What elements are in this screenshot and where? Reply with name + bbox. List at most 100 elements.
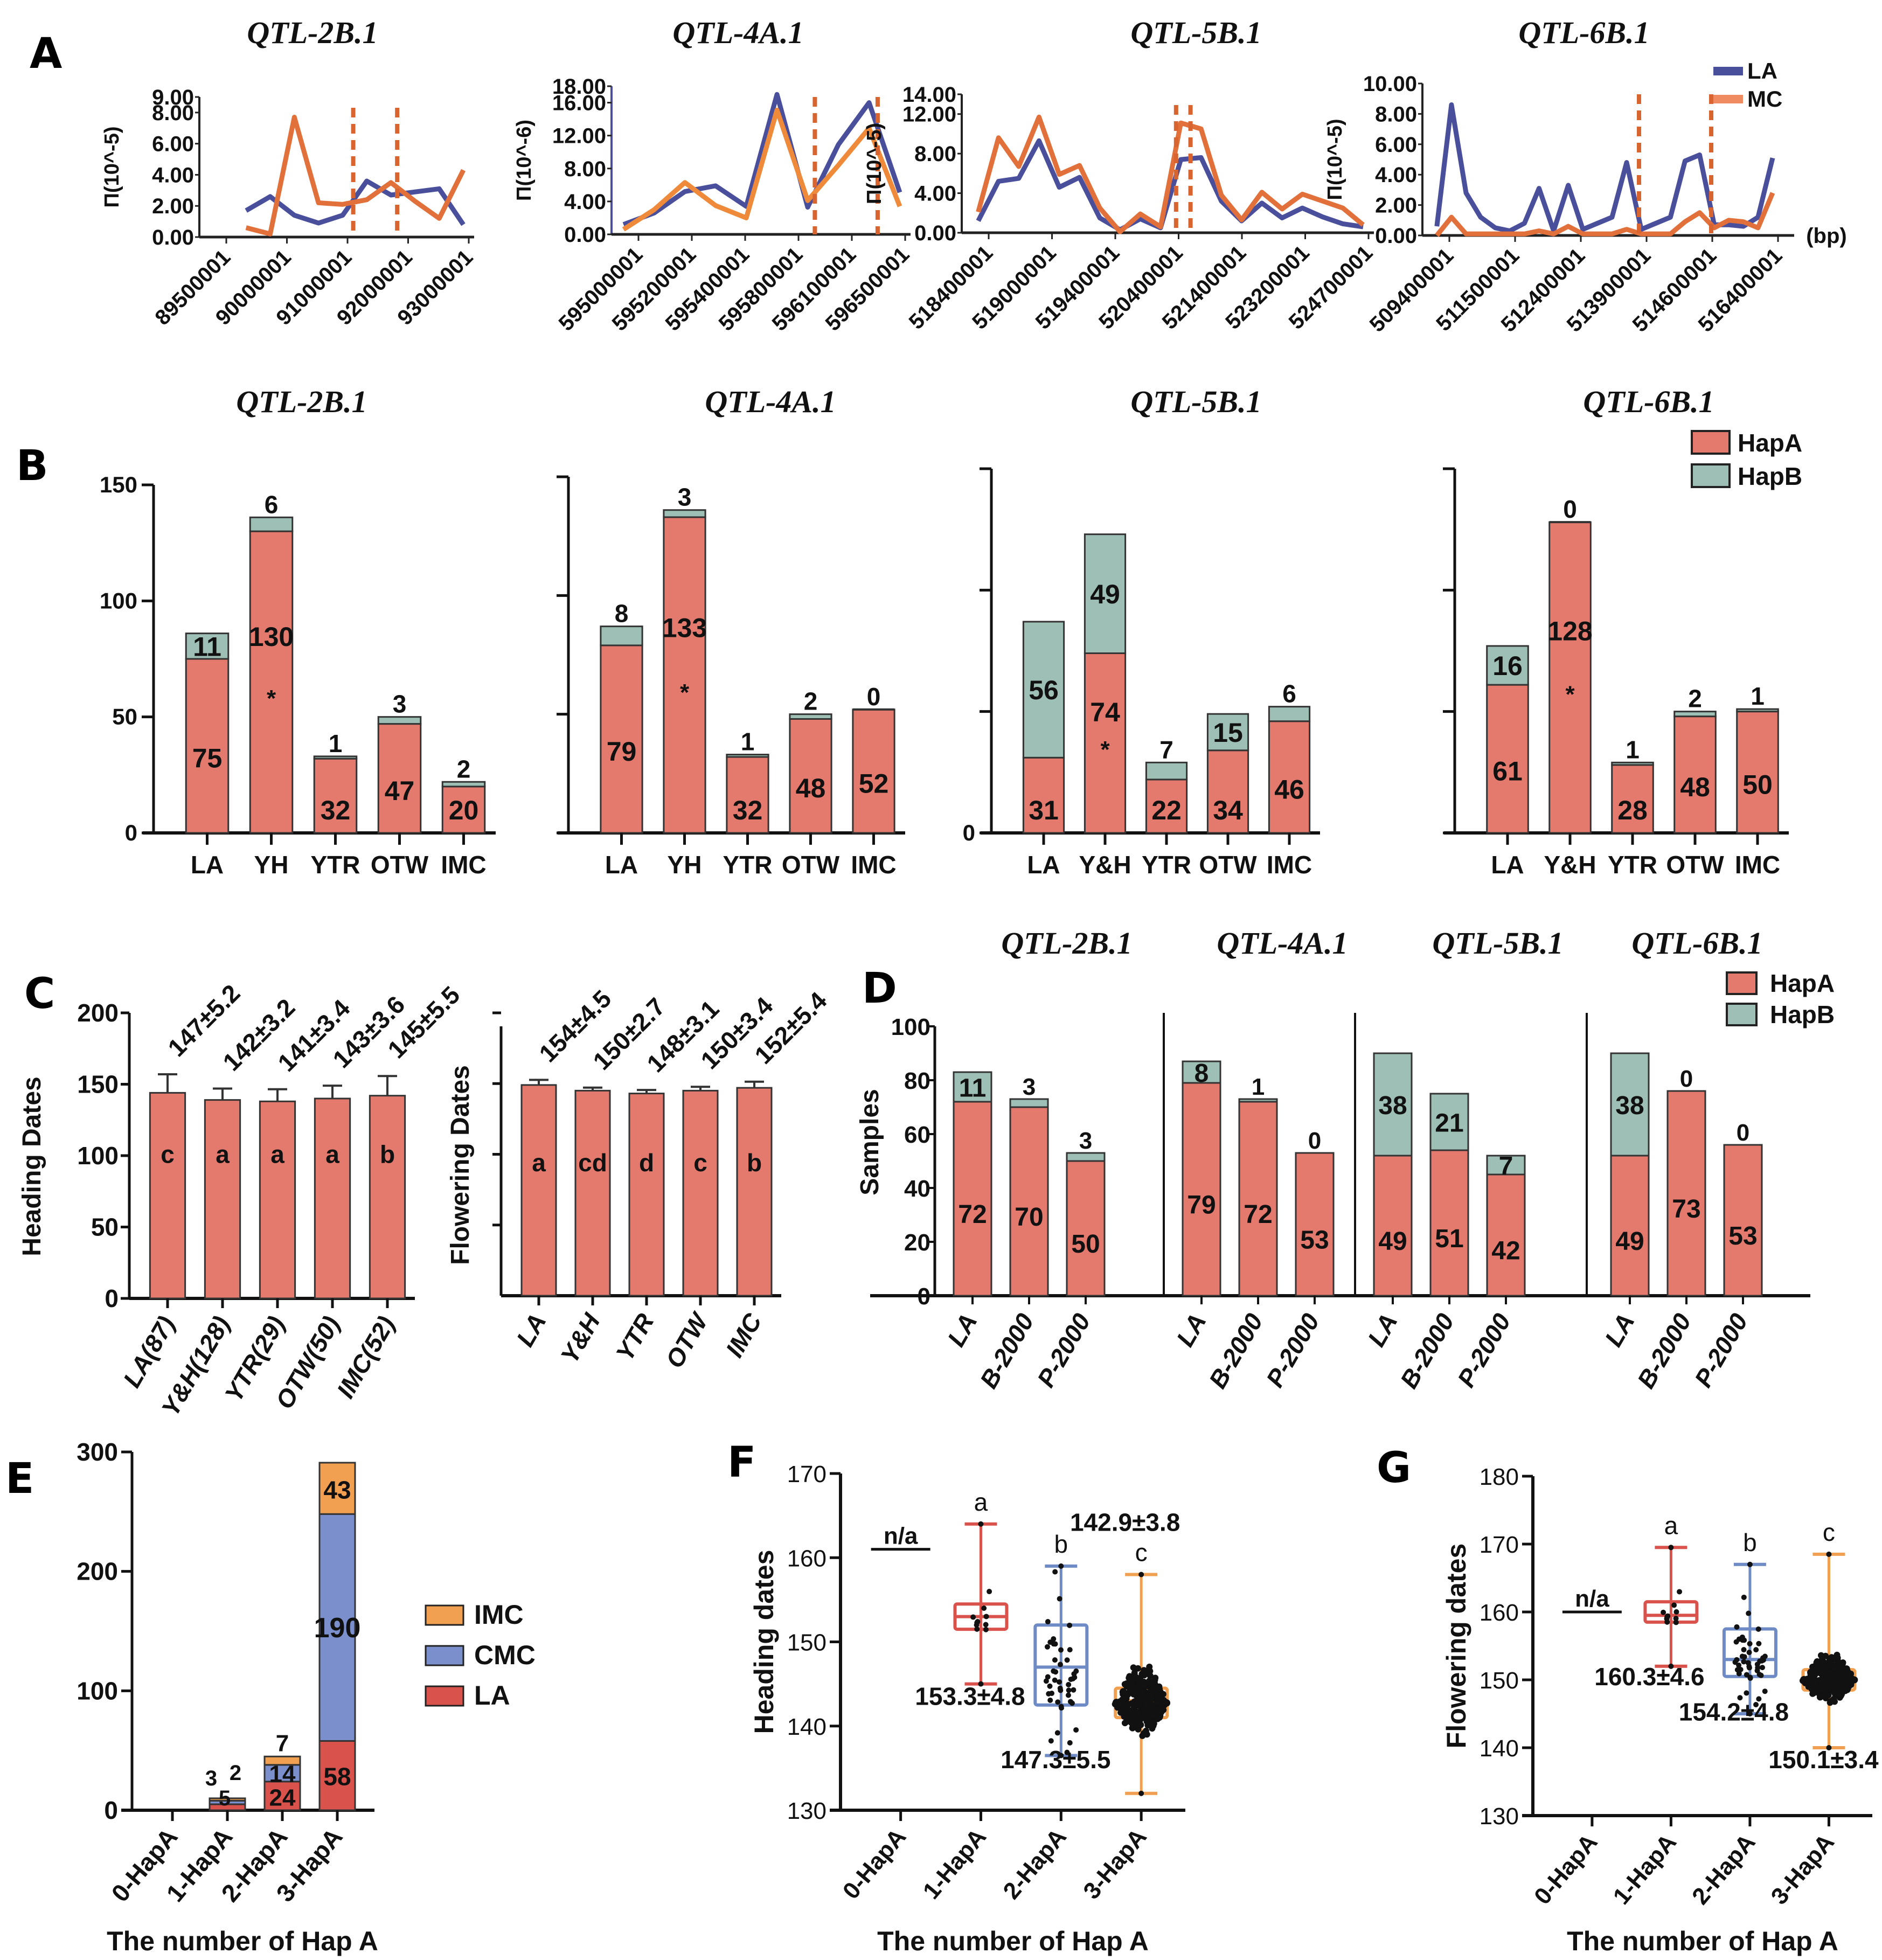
hapb-count: 0 — [1680, 1066, 1693, 1092]
data-point — [1741, 1659, 1747, 1665]
y-tick-label: 170 — [787, 1461, 827, 1488]
data-point — [983, 1627, 989, 1632]
bar-hapa — [1673, 715, 1717, 834]
hapa-count: 53 — [1300, 1226, 1329, 1255]
series-line-mc — [622, 107, 902, 232]
x-tick-label: 0-HapA — [838, 1824, 912, 1904]
data-point — [1832, 1662, 1839, 1669]
data-point — [1829, 1697, 1836, 1704]
data-point — [1138, 1672, 1145, 1679]
data-point — [1673, 1609, 1679, 1615]
significance-letter: c — [693, 1149, 707, 1177]
hapb-count: 1 — [741, 728, 755, 756]
hapa-count: 73 — [1672, 1195, 1700, 1224]
bar-hapa — [1295, 1152, 1335, 1297]
data-point — [1129, 1725, 1136, 1732]
data-points — [1043, 1563, 1079, 1759]
bar-hapa — [1723, 1144, 1763, 1297]
data-point — [1747, 1675, 1753, 1681]
legend-label: MC — [1747, 86, 1782, 112]
data-point — [1815, 1668, 1822, 1675]
data-points — [1112, 1572, 1170, 1796]
x-tick-label: B-2000 — [1203, 1309, 1268, 1393]
data-point — [1058, 1647, 1064, 1653]
significance-star: * — [680, 679, 690, 706]
data-point — [1126, 1715, 1133, 1722]
x-tick-label: LA — [1599, 1309, 1640, 1351]
data-point — [1809, 1673, 1816, 1680]
data-point — [1052, 1569, 1058, 1575]
chart-title: QTL-2B.1 — [236, 384, 367, 419]
x-tick-label: LA — [1362, 1309, 1403, 1351]
data-point — [1746, 1650, 1752, 1656]
data-point — [1071, 1687, 1077, 1693]
bar-hapa — [1610, 1155, 1650, 1297]
bar-hapb — [726, 754, 769, 758]
significance-letter: d — [639, 1149, 654, 1177]
data-point — [1145, 1679, 1152, 1686]
bar-hapa — [789, 718, 832, 834]
bar-hapb — [441, 781, 486, 788]
data-point — [1142, 1729, 1149, 1736]
x-tick-label: 1-HapA — [918, 1824, 992, 1904]
bar-segment-imc — [263, 1755, 301, 1766]
x-tick-label: YTR — [311, 851, 360, 879]
data-point — [1053, 1669, 1059, 1675]
bar-hapa — [1066, 1160, 1106, 1297]
x-tick-label: IMC — [1735, 851, 1780, 879]
data-point — [978, 1681, 984, 1687]
legend-swatch-la — [425, 1685, 464, 1707]
data-point — [1120, 1707, 1127, 1714]
data-point — [1151, 1677, 1158, 1684]
data-point — [1747, 1641, 1753, 1646]
bar-hapa — [1611, 764, 1654, 834]
data-point — [1133, 1673, 1140, 1680]
hapa-count: 49 — [1615, 1227, 1644, 1256]
significance-letter: cd — [578, 1149, 607, 1177]
bar — [520, 1084, 557, 1297]
bar — [628, 1093, 665, 1297]
data-point — [1148, 1720, 1155, 1727]
significance-star: * — [1100, 736, 1110, 763]
y-tick-label: 16.00 — [552, 92, 606, 115]
x-tick-label: 1-HapA — [1608, 1829, 1682, 1909]
y-axis-label: Π(10^-5) — [101, 127, 123, 208]
y-tick-label: 20 — [904, 1229, 930, 1256]
data-point — [1066, 1687, 1072, 1693]
bar — [736, 1087, 773, 1297]
significance-letter: b — [380, 1140, 395, 1168]
bar-hapa — [1182, 1082, 1221, 1297]
chart-title: QTL-5B.1 — [1130, 15, 1261, 50]
data-point — [1762, 1688, 1768, 1694]
y-tick-label: 0.00 — [914, 221, 956, 245]
x-tick-label: P-2000 — [1452, 1309, 1516, 1392]
y-tick-label: 0.00 — [564, 223, 606, 247]
data-points — [1732, 1561, 1768, 1716]
data-point — [1734, 1624, 1740, 1630]
data-point — [1741, 1654, 1747, 1660]
bar-hapb — [1238, 1098, 1278, 1103]
data-point — [1756, 1696, 1762, 1702]
y-tick-label: 160 — [787, 1545, 827, 1572]
box — [1643, 1600, 1699, 1624]
x-tick-label: YH — [254, 851, 289, 879]
data-point — [1160, 1706, 1167, 1713]
data-point — [1067, 1740, 1073, 1746]
y-tick-label: 0 — [963, 820, 975, 845]
data-point — [1741, 1647, 1747, 1653]
significance-letter: a — [325, 1140, 339, 1168]
panel-label-a: A — [30, 30, 62, 78]
hapb-count: 0 — [1308, 1128, 1321, 1154]
data-point — [1058, 1687, 1064, 1693]
y-tick-label: 40 — [904, 1176, 930, 1202]
data-point — [981, 1605, 987, 1611]
segment-count: 2 — [230, 1761, 241, 1785]
data-point — [1133, 1688, 1140, 1695]
x-tick-label: OTW — [1199, 851, 1257, 879]
bar-hapb — [1673, 711, 1717, 718]
bar-hapb — [1486, 1155, 1526, 1176]
data-point — [1131, 1701, 1138, 1708]
significance-letter: b — [1054, 1530, 1068, 1558]
hapa-count: 20 — [449, 795, 479, 825]
data-point — [1138, 1688, 1145, 1695]
